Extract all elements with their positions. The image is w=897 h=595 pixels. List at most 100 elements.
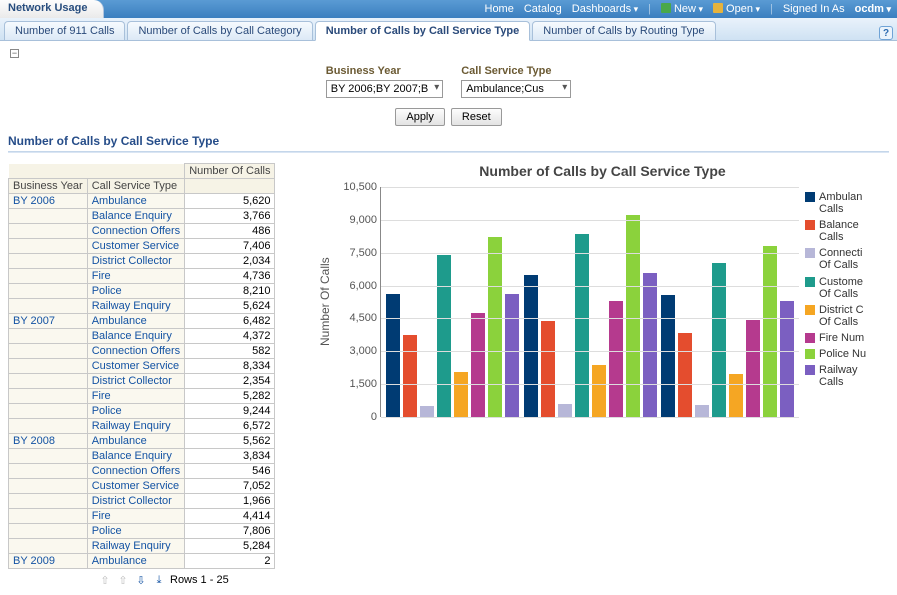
- tab-0[interactable]: Number of 911 Calls: [4, 21, 125, 40]
- legend-item[interactable]: Railway Calls: [805, 364, 889, 388]
- year-cell[interactable]: BY 2007: [9, 314, 88, 329]
- year-cell[interactable]: BY 2009: [9, 554, 88, 569]
- col-year[interactable]: Business Year: [9, 179, 88, 194]
- service-cell[interactable]: Police: [87, 404, 184, 419]
- bar[interactable]: [729, 374, 743, 417]
- collapse-icon[interactable]: −: [10, 49, 19, 58]
- bar[interactable]: [558, 404, 572, 417]
- legend-label: Fire Num: [819, 332, 864, 344]
- dashboards-menu[interactable]: Dashboards: [572, 3, 638, 15]
- service-cell[interactable]: Ambulance: [87, 434, 184, 449]
- table-row: BY 2007Ambulance6,482: [9, 314, 275, 329]
- count-cell: 5,624: [185, 299, 275, 314]
- service-cell[interactable]: Ambulance: [87, 314, 184, 329]
- service-cell[interactable]: Fire: [87, 269, 184, 284]
- tab-2[interactable]: Number of Calls by Call Service Type: [315, 21, 531, 41]
- bar[interactable]: [524, 275, 538, 417]
- year-cell[interactable]: BY 2006: [9, 194, 88, 209]
- service-cell[interactable]: Police: [87, 524, 184, 539]
- legend-item[interactable]: ConnectiOf Calls: [805, 247, 889, 271]
- business-year-select[interactable]: BY 2006;BY 2007;B: [326, 80, 443, 98]
- tab-3[interactable]: Number of Calls by Routing Type: [532, 21, 715, 40]
- open-menu[interactable]: Open: [713, 3, 760, 15]
- bar[interactable]: [592, 365, 606, 417]
- legend-item[interactable]: Police Nu: [805, 348, 889, 360]
- legend-swatch: [805, 248, 815, 258]
- service-cell[interactable]: Fire: [87, 509, 184, 524]
- bar[interactable]: [763, 246, 777, 417]
- service-cell[interactable]: Customer Service: [87, 239, 184, 254]
- gridline: [381, 253, 799, 254]
- bar[interactable]: [420, 406, 434, 417]
- legend-item[interactable]: Balance Calls: [805, 219, 889, 243]
- page-title: Network Usage: [8, 2, 87, 14]
- service-cell[interactable]: Customer Service: [87, 359, 184, 374]
- year-cell: [9, 389, 88, 404]
- bar[interactable]: [695, 405, 709, 417]
- service-cell[interactable]: Railway Enquiry: [87, 539, 184, 554]
- bar[interactable]: [678, 333, 692, 417]
- home-link[interactable]: Home: [485, 3, 514, 15]
- bar[interactable]: [488, 237, 502, 417]
- service-cell[interactable]: Customer Service: [87, 479, 184, 494]
- service-cell[interactable]: Balance Enquiry: [87, 449, 184, 464]
- bar[interactable]: [661, 295, 675, 417]
- year-cell: [9, 209, 88, 224]
- bar[interactable]: [454, 372, 468, 417]
- chart-title: Number of Calls by Call Service Type: [316, 163, 889, 179]
- call-service-type-select[interactable]: Ambulance;Cus: [461, 80, 571, 98]
- service-cell[interactable]: Connection Offers: [87, 344, 184, 359]
- legend-item[interactable]: CustomeOf Calls: [805, 276, 889, 300]
- legend-item[interactable]: Fire Num: [805, 332, 889, 344]
- year-cell[interactable]: BY 2008: [9, 434, 88, 449]
- service-cell[interactable]: Railway Enquiry: [87, 419, 184, 434]
- service-cell[interactable]: Fire: [87, 389, 184, 404]
- service-cell[interactable]: District Collector: [87, 494, 184, 509]
- new-menu[interactable]: New: [661, 3, 703, 15]
- legend-label: CustomeOf Calls: [819, 276, 863, 300]
- catalog-link[interactable]: Catalog: [524, 3, 562, 15]
- service-cell[interactable]: Connection Offers: [87, 464, 184, 479]
- legend-label: AmbulanCalls: [819, 191, 862, 215]
- col-service[interactable]: Call Service Type: [87, 179, 184, 194]
- col-count[interactable]: Number Of Calls: [185, 164, 275, 179]
- bar[interactable]: [746, 320, 760, 417]
- tab-1[interactable]: Number of Calls by Call Category: [127, 21, 312, 40]
- table-row: Customer Service7,406: [9, 239, 275, 254]
- bar[interactable]: [403, 335, 417, 417]
- col-count-sub: [185, 179, 275, 194]
- service-cell[interactable]: Police: [87, 284, 184, 299]
- service-cell[interactable]: Ambulance: [87, 194, 184, 209]
- bar[interactable]: [386, 294, 400, 417]
- legend-swatch: [805, 365, 815, 375]
- service-cell[interactable]: District Collector: [87, 374, 184, 389]
- legend-swatch: [805, 305, 815, 315]
- bar[interactable]: [471, 313, 485, 417]
- service-cell[interactable]: Connection Offers: [87, 224, 184, 239]
- legend-item[interactable]: District COf Calls: [805, 304, 889, 328]
- bar[interactable]: [643, 273, 657, 417]
- help-icon[interactable]: ?: [879, 26, 893, 40]
- legend-item[interactable]: AmbulanCalls: [805, 191, 889, 215]
- user-menu[interactable]: ocdm: [855, 3, 891, 15]
- bar[interactable]: [541, 321, 555, 417]
- bar[interactable]: [626, 215, 640, 417]
- bar[interactable]: [575, 234, 589, 417]
- legend-swatch: [805, 333, 815, 343]
- page-title-tab: Network Usage: [0, 0, 104, 18]
- pager-next-icon[interactable]: ⇩: [134, 573, 148, 587]
- apply-button[interactable]: Apply: [395, 108, 445, 126]
- gridline: [381, 351, 799, 352]
- count-cell: 3,834: [185, 449, 275, 464]
- reset-button[interactable]: Reset: [451, 108, 502, 126]
- service-cell[interactable]: Balance Enquiry: [87, 209, 184, 224]
- pager-last-icon[interactable]: ⤓: [152, 573, 166, 587]
- count-cell: 486: [185, 224, 275, 239]
- bar[interactable]: [437, 255, 451, 417]
- service-cell[interactable]: Balance Enquiry: [87, 329, 184, 344]
- service-cell[interactable]: District Collector: [87, 254, 184, 269]
- service-cell[interactable]: Ambulance: [87, 554, 184, 569]
- bar[interactable]: [505, 294, 519, 417]
- service-cell[interactable]: Railway Enquiry: [87, 299, 184, 314]
- section-title: Number of Calls by Call Service Type: [8, 132, 889, 150]
